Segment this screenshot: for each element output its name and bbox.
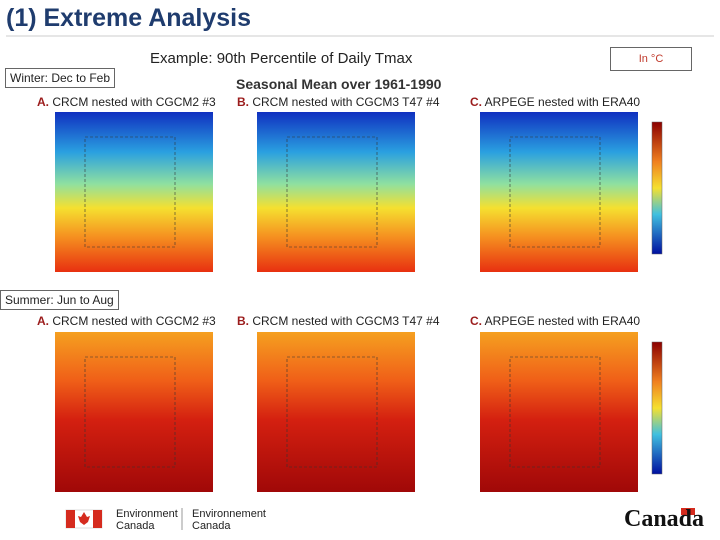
map-borders [84,356,176,468]
maple-leaf [78,512,90,525]
panel-text: CRCM nested with CGCM2 #3 [52,314,216,328]
panel-letter: A. [37,95,49,109]
wordmark-flag [681,508,695,515]
map-borders [286,356,378,468]
subtitle: Example: 90th Percentile of Daily Tmax [150,50,413,67]
wordmark: Canada [624,506,705,532]
seasonal-mean: Seasonal Mean over 1961-1990 [236,76,442,92]
panel-text: CRCM nested with CGCM3 T47 #4 [252,314,440,328]
panel-text: ARPEGE nested with ERA40 [484,314,641,328]
panel-letter: B. [237,95,249,109]
panel-letter: B. [237,314,249,328]
footer-fr: Environnement Canada [192,508,266,532]
panel-label: C. ARPEGE nested with ERA40 [470,95,640,109]
panel-text: CRCM nested with CGCM2 #3 [52,95,216,109]
colorbar [651,121,663,255]
footer-text: Environment [116,508,178,520]
map-borders [286,136,378,248]
footer-en: Environment Canada [116,508,178,532]
footer-text: Canada [192,520,231,532]
footer-text: Canada [116,520,155,532]
map [257,332,415,492]
season-label: Winter: Dec to Feb [5,68,116,88]
panel-text: CRCM nested with CGCM3 T47 #4 [252,95,440,109]
panel-label: A. CRCM nested with CGCM2 #3 [37,314,216,328]
panel-text: ARPEGE nested with ERA40 [484,95,641,109]
flag-band [93,510,102,528]
map-borders [509,136,601,248]
map [257,112,415,272]
colorbar [651,341,663,475]
map-borders [509,356,601,468]
panel-label: C. ARPEGE nested with ERA40 [470,314,640,328]
season-label: Summer: Jun to Aug [0,290,119,310]
map [480,332,638,492]
map [55,332,213,492]
footer-text: Environnement [192,508,266,520]
map [55,112,213,272]
panel-label: B. CRCM nested with CGCM3 T47 #4 [237,314,440,328]
map-borders [84,136,176,248]
season-text: Summer: Jun to Aug [5,293,114,307]
season-text: Winter: Dec to Feb [10,71,111,85]
unit-note: In °C [610,47,692,71]
panel-label: B. CRCM nested with CGCM3 T47 #4 [237,95,440,109]
maps [55,112,663,492]
map [480,112,638,272]
title: (1) Extreme Analysis [6,4,252,32]
panel-label: A. CRCM nested with CGCM2 #3 [37,95,216,109]
panel-letter: A. [37,314,49,328]
flag-band [66,510,75,528]
panel-letter: C. [470,95,482,109]
panel-letter: C. [470,314,482,328]
